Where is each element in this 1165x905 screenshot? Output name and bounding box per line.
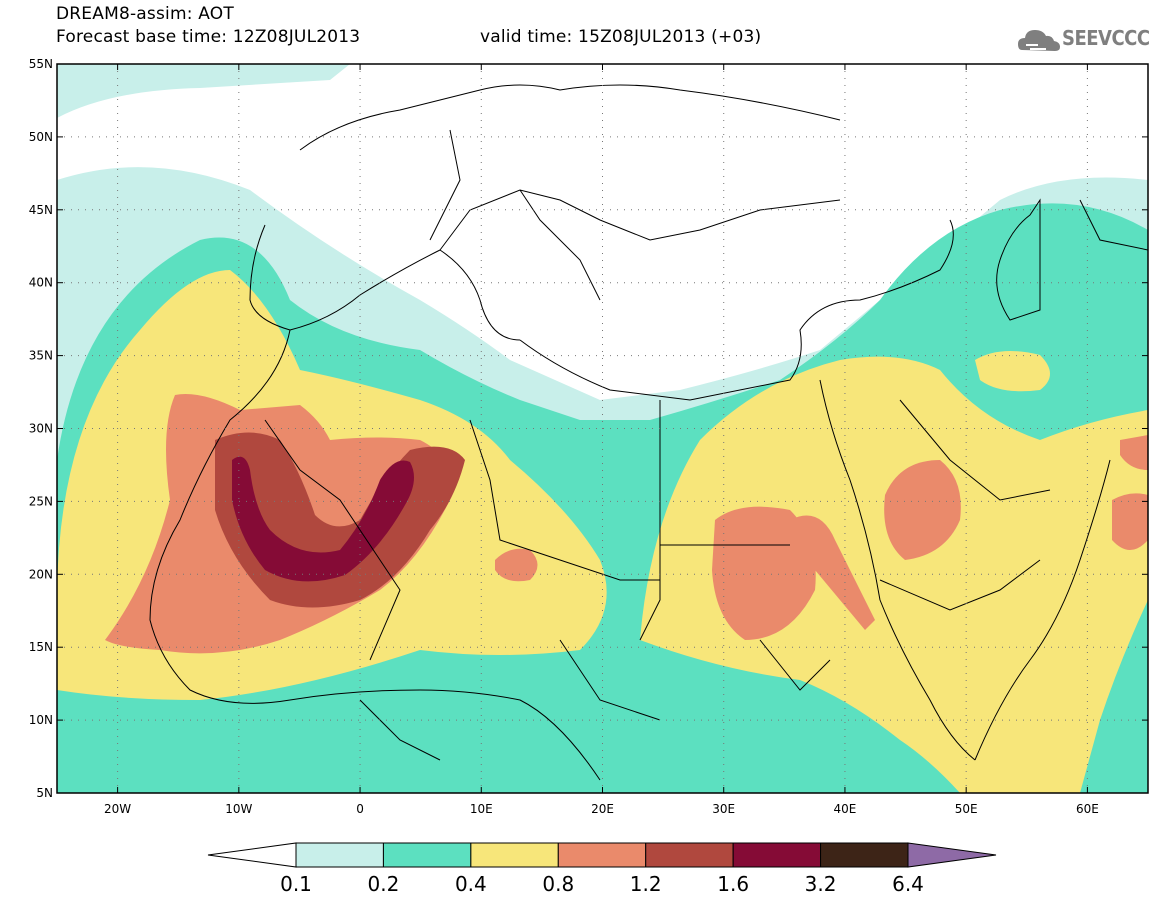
colorbar-level-label: 0.8 [542,872,575,896]
colorbar-swatch [470,842,559,868]
forecast-base-time: Forecast base time: 12Z08JUL2013 [56,27,361,47]
colorbar-swatch [557,842,647,868]
lat-label: 20N [29,567,53,581]
lon-label: 20W [104,802,131,816]
lat-label: 30N [29,422,53,436]
logo-text: SEEVCCC [1062,26,1150,50]
aot-0.8-region-pakistan [1112,493,1148,550]
lat-label: 50N [29,130,53,144]
cloud-logo-icon [1018,30,1060,51]
aot-0.4-region-caspian [975,351,1050,392]
valid-time: valid time: 15Z08JUL2013 (+03) [480,27,762,47]
lon-label: 10E [470,802,493,816]
aot-0.8-region-pakistan-north [1120,435,1148,470]
colorbar [207,842,997,868]
colorbar-swatch [645,842,734,868]
colorbar-level-label: 0.1 [280,872,312,896]
lat-label: 35N [29,349,53,363]
colorbar-level-label: 3.2 [804,872,837,896]
lat-label: 25N [29,494,53,508]
aot-0.4-region-east [640,356,1148,793]
longitude-labels: 20W 10W 0 10E 20E 30E 40E 50E 60E [104,802,1099,816]
aot-0.8-region-sahel [495,548,538,582]
aot-0.8-region-sudan [712,506,816,640]
colorbar-level-label: 1.6 [717,872,750,896]
lat-label: 10N [29,713,53,727]
colorbar-level-label: 1.2 [629,872,662,896]
colorbar-level-label: 0.2 [367,872,400,896]
aot-1.6-region [232,456,414,582]
colorbar-high-arrow [907,842,997,868]
lon-label: 20E [591,802,614,816]
colorbar-swatch [295,842,384,868]
aot-0.1-region [57,64,350,118]
lat-label: 45N [29,203,53,217]
colorbar-level-label: 0.4 [454,872,487,896]
lon-label: 60E [1076,802,1099,816]
lat-label: 40N [29,276,53,290]
colorbar-low-arrow [207,842,297,868]
lon-label: 40E [834,802,857,816]
lon-label: 0 [356,802,364,816]
lat-label: 55N [29,57,53,71]
aot-0.8-region-redsea [790,515,875,630]
colorbar-swatch [382,842,472,868]
map-title: DREAM8-assim: AOT [56,4,234,24]
colorbar-swatch [820,842,909,868]
lat-label: 15N [29,640,53,654]
lon-label: 50E [955,802,978,816]
latitude-labels: 55N 50N 45N 40N 35N 30N 25N 20N 15N 10N 5N [29,57,53,800]
aot-0.8-region-arabia [884,460,961,560]
coastlines [149,84,1148,781]
lon-label: 30E [712,802,735,816]
axis-ticks [57,63,1148,794]
colorbar-level-label: 6.4 [892,872,924,896]
graticule [57,64,1148,793]
lon-label: 10W [225,802,252,816]
lat-label: 5N [36,786,53,800]
colorbar-swatch [732,842,822,868]
